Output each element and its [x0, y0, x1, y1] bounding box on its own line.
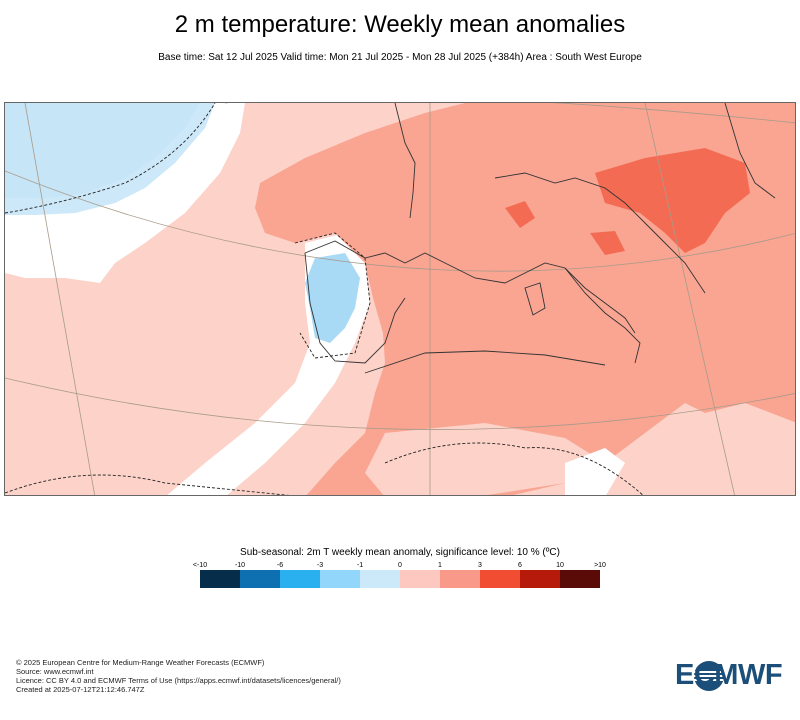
footer-copyright: © 2025 European Centre for Medium-Range …	[16, 658, 265, 667]
page-subtitle: Base time: Sat 12 Jul 2025 Valid time: M…	[158, 52, 642, 63]
legend-tick-label: >10	[594, 562, 606, 569]
cold-region-atlantic-inner	[5, 103, 200, 198]
legend-swatch	[400, 570, 440, 588]
significance-contours	[5, 103, 644, 495]
ecmwf-logo-text: ECMWF	[675, 659, 783, 691]
page-title: 2 m temperature: Weekly mean anomalies	[174, 11, 626, 38]
footer-source: Source: www.ecmwf.int	[16, 667, 94, 676]
legend-swatch	[200, 570, 240, 588]
legend-title: Sub-seasonal: 2m T weekly mean anomaly, …	[240, 547, 560, 558]
strong-warm-patch-italy	[590, 231, 625, 255]
legend-ticks: <-10 -10 -6 -3 -1 0 1 3 6 10 >10	[193, 562, 606, 572]
legend-color-bar	[200, 570, 600, 588]
legend-tick-label: <-10	[192, 562, 208, 569]
legend-tick-label: -10	[234, 562, 246, 569]
legend-tick-label: 6	[518, 562, 522, 569]
light-warm-region-sahara	[365, 423, 605, 495]
legend-swatch	[240, 570, 280, 588]
graticule	[5, 103, 795, 495]
legend-tick-label: 0	[398, 562, 402, 569]
legend-swatch	[520, 570, 560, 588]
anomaly-map[interactable]	[4, 102, 796, 496]
strong-warm-region-balkans	[595, 148, 750, 253]
footer-credits: © 2025 European Centre for Medium-Range …	[16, 658, 341, 694]
legend-tick-label: -6	[276, 562, 284, 569]
legend-swatch	[440, 570, 480, 588]
legend-swatch	[480, 570, 520, 588]
legend-swatch	[320, 570, 360, 588]
legend-tick-label: 3	[478, 562, 482, 569]
ecmwf-logo-icon	[694, 661, 724, 691]
footer-created: Created at 2025-07-12T21:12:46.747Z	[16, 685, 145, 694]
legend-swatch	[360, 570, 400, 588]
legend-tick-label: 10	[556, 562, 564, 569]
map-canvas	[5, 103, 795, 495]
strong-warm-patch-alps	[505, 201, 535, 228]
legend-tick-label: -1	[356, 562, 364, 569]
footer-licence: Licence: CC BY 4.0 and ECMWF Terms of Us…	[16, 676, 341, 685]
coastlines	[304, 103, 776, 374]
cold-region-iberia	[305, 253, 360, 343]
neutral-region-north-africa	[565, 448, 625, 495]
legend-swatch	[280, 570, 320, 588]
legend-tick-label: 1	[438, 562, 442, 569]
legend-tick-label: -3	[316, 562, 324, 569]
legend-swatch	[560, 570, 600, 588]
